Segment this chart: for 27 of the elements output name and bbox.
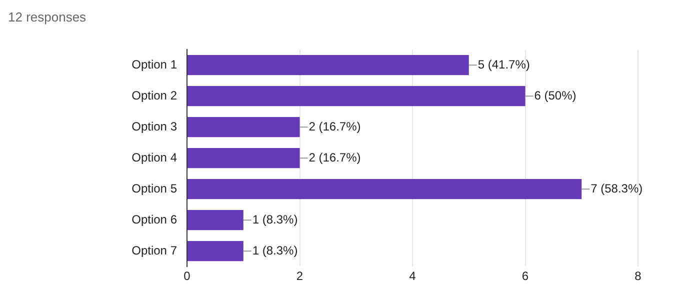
y-tick-label: Option 2 — [132, 88, 178, 102]
x-tick-label: 2 — [296, 269, 304, 284]
y-tick-label: Option 4 — [132, 150, 178, 164]
data-label: 2 (16.7%) — [308, 119, 361, 134]
data-label: 5 (41.7%) — [478, 57, 530, 72]
text: 12 responses — [8, 9, 87, 24]
data-label: 1 (8.3%) — [252, 243, 298, 258]
y-tick-label: Option 6 — [132, 212, 178, 226]
data-label: 7 (58.3%) — [590, 181, 643, 196]
bar — [188, 241, 244, 262]
data-label: 2 (16.7%) — [308, 150, 361, 164]
data-label: 1 (8.3%) — [252, 212, 298, 226]
x-tick-label: 4 — [409, 269, 416, 284]
bar — [188, 148, 300, 168]
x-tick-label: 6 — [522, 269, 529, 284]
bar — [188, 86, 526, 106]
x-tick-label: 8 — [634, 269, 642, 284]
data-label: 6 (50%) — [534, 88, 576, 102]
bar — [188, 117, 300, 138]
bar — [188, 210, 244, 230]
x-tick-label: 0 — [184, 269, 191, 284]
y-tick-label: Option 7 — [132, 243, 178, 258]
bar — [188, 179, 582, 200]
bar — [188, 55, 469, 76]
y-tick-label: Option 1 — [132, 57, 178, 72]
y-tick-label: Option 3 — [132, 119, 178, 134]
y-tick-label: Option 5 — [132, 181, 178, 196]
